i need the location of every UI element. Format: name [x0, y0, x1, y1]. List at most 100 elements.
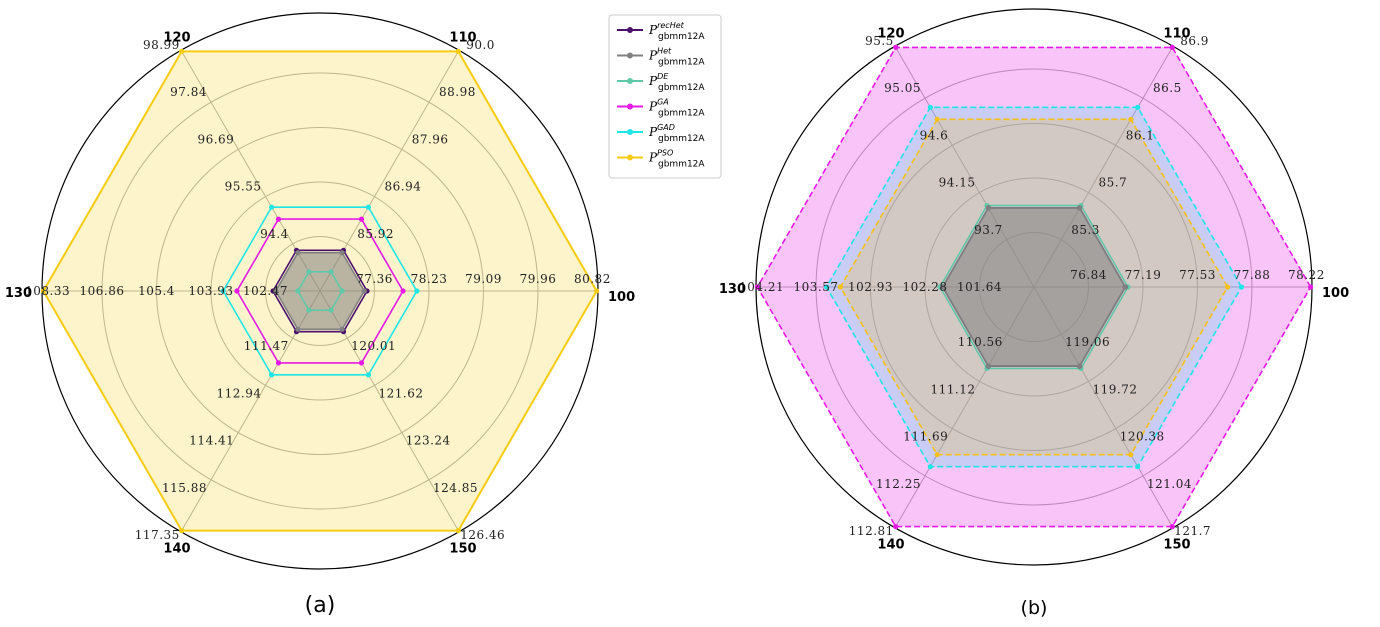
tick-label: 106.86 [80, 284, 125, 298]
tick-label: 77.53 [1179, 268, 1216, 282]
point-ga [893, 44, 899, 51]
point-pso [837, 284, 844, 290]
tick-label: 85.92 [357, 227, 394, 241]
tick-label: 79.09 [465, 272, 502, 286]
point-het [339, 250, 345, 256]
tick-label: 77.36 [356, 272, 393, 286]
tick-label: 121.04 [1147, 477, 1192, 491]
point-het [295, 250, 301, 256]
tick-label: 86.94 [385, 180, 422, 194]
tick-label: 117.35 [135, 528, 180, 542]
tick-label: 96.69 [197, 132, 234, 146]
tick-label: 111.69 [903, 430, 948, 444]
legend-label: PDE gbmm12A [648, 72, 705, 93]
point-pso [1128, 452, 1134, 458]
point-pso [934, 452, 940, 458]
tick-label: 103.93 [189, 284, 234, 298]
tick-label: 93.7 [974, 223, 1003, 237]
axis-label-120: 120 [877, 26, 904, 41]
point-het [273, 288, 279, 294]
point-pso [1225, 284, 1231, 290]
point-pso [934, 116, 940, 122]
tick-label: 94.15 [939, 176, 976, 190]
axis-label-100: 100 [1322, 286, 1349, 301]
tick-label: 86.1 [1126, 128, 1155, 142]
tick-label: 77.19 [1125, 268, 1162, 282]
point-gad [1238, 284, 1245, 290]
tick-label: 98.99 [143, 38, 180, 52]
legend-marker [627, 78, 633, 84]
axis-label-150: 150 [1163, 538, 1190, 553]
point-ga [234, 288, 240, 294]
tick-label: 112.25 [876, 477, 921, 491]
point-ga [275, 216, 282, 222]
point-het [940, 284, 946, 290]
axis-label-150: 150 [449, 542, 476, 557]
point-gad [927, 104, 933, 110]
axis-label-140: 140 [163, 542, 190, 557]
point-ga [754, 284, 761, 290]
axis-label-110: 110 [1163, 26, 1190, 41]
point-het [985, 363, 992, 369]
tick-label: 94.4 [260, 227, 289, 241]
tick-label: 112.81 [849, 524, 894, 538]
point-pso [455, 48, 461, 55]
tick-label: 105.4 [138, 284, 175, 298]
tick-label: 88.98 [439, 85, 476, 99]
axis-label-110: 110 [449, 30, 476, 45]
point-de [339, 288, 345, 294]
point-ga [1169, 524, 1175, 530]
tick-label: 121.62 [379, 386, 424, 400]
tick-label: 115.88 [162, 481, 207, 495]
tick-label: 78.23 [411, 272, 448, 286]
point-ga [893, 524, 899, 530]
point-gad [927, 464, 933, 470]
point-het [1077, 363, 1083, 369]
point-gad [269, 372, 275, 378]
axis-label-120: 120 [163, 30, 190, 45]
point-het [1077, 205, 1083, 211]
tick-label: 114.41 [189, 434, 234, 448]
legend-label: PHet gbmm12A [648, 47, 705, 68]
point-pso [455, 528, 461, 534]
point-het [295, 326, 301, 332]
point-ga [1169, 44, 1175, 51]
point-ga [358, 360, 365, 366]
tick-label: 76.84 [1070, 268, 1107, 282]
axis-label-140: 140 [877, 538, 904, 553]
legend-marker [627, 27, 633, 33]
legend-label: PPSO gbmm12A [648, 149, 705, 170]
tick-label: 79.96 [520, 272, 557, 286]
panel-caption: (a) [305, 593, 336, 618]
point-de [328, 307, 334, 313]
tick-label: 77.88 [1234, 268, 1271, 282]
tick-label: 126.46 [460, 528, 505, 542]
axis-label-130: 130 [719, 282, 746, 297]
point-pso [40, 288, 47, 294]
tick-label: 102.28 [903, 280, 948, 294]
tick-label: 95.55 [225, 180, 262, 194]
tick-label: 80.82 [574, 272, 611, 286]
radar-chart-b: 76.84 77.19 77.53 77.88 78.22 85.3 85.7 86.1 86.… [719, 8, 1349, 619]
tick-label: 102.47 [243, 284, 288, 298]
point-ga [400, 288, 406, 294]
point-pso [179, 528, 185, 534]
tick-label: 108.33 [25, 284, 70, 298]
panel-caption: (b) [1021, 597, 1048, 619]
point-gad [414, 288, 420, 294]
tick-label: 95.5 [865, 34, 894, 48]
point-pso [1128, 116, 1134, 122]
point-gad [269, 204, 275, 210]
point-gad [365, 204, 371, 210]
tick-label: 97.84 [170, 85, 207, 99]
tick-label: 85.7 [1099, 176, 1128, 190]
tick-label: 90.0 [466, 38, 495, 52]
tick-label: 123.24 [406, 434, 451, 448]
point-het [985, 205, 992, 211]
tick-label: 110.56 [958, 335, 1003, 349]
tick-label: 111.12 [931, 382, 976, 396]
tick-label: 121.7 [1174, 524, 1211, 538]
legend-label: PGAD gbmm12A [648, 123, 705, 144]
tick-label: 124.85 [433, 481, 478, 495]
